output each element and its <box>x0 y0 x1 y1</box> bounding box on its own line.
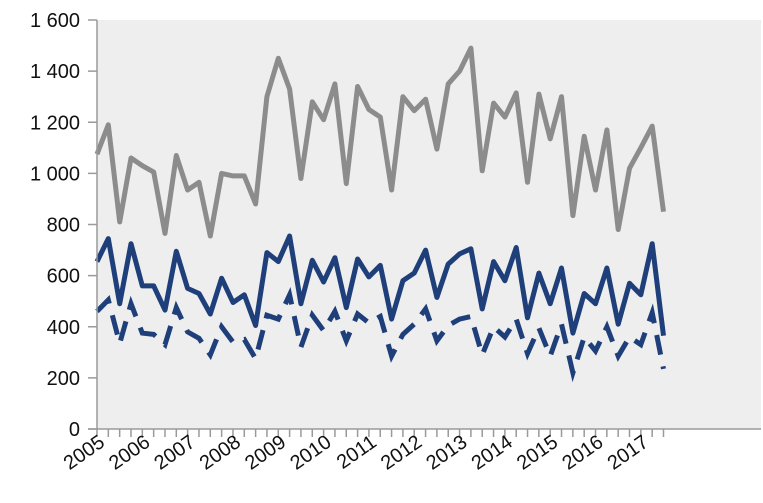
y-tick-label: 600 <box>47 266 80 288</box>
series-line-2 <box>94 233 666 337</box>
x-tick-label: 2016 <box>558 431 607 475</box>
y-tick-label: 1 600 <box>30 10 80 32</box>
series-line-1 <box>94 45 666 239</box>
y-tick-label: 1 200 <box>30 112 80 134</box>
x-axis-labels: 2005200620072008200920102011201220132014… <box>60 431 653 475</box>
x-tick-label: 2014 <box>468 431 517 475</box>
x-tick-label: 2006 <box>105 431 154 475</box>
y-tick-label: 1 000 <box>30 163 80 185</box>
x-tick-label: 2010 <box>286 431 335 475</box>
axes <box>88 19 761 437</box>
y-tick-label: 0 <box>69 419 80 441</box>
series-layer <box>94 45 666 383</box>
y-tick-label: 200 <box>47 368 80 390</box>
x-tick-label: 2011 <box>333 431 381 474</box>
x-tick-label: 2015 <box>513 431 562 475</box>
x-tick-label: 2008 <box>196 431 245 475</box>
y-tick-label: 1 400 <box>30 61 80 83</box>
x-tick-label: 2012 <box>377 431 426 475</box>
x-tick-label: 2013 <box>422 431 471 475</box>
series-line-3 <box>95 286 666 383</box>
x-tick-label: 2007 <box>150 431 199 475</box>
x-tick-label: 2005 <box>60 431 109 475</box>
y-axis-labels: 0 200 400 600 800 1 000 1 200 1 400 1 600 <box>30 10 80 441</box>
x-tick-label: 2009 <box>241 431 290 475</box>
y-tick-label: 400 <box>47 317 80 339</box>
x-tick-label: 2017 <box>604 431 653 475</box>
y-tick-label: 800 <box>47 215 80 237</box>
